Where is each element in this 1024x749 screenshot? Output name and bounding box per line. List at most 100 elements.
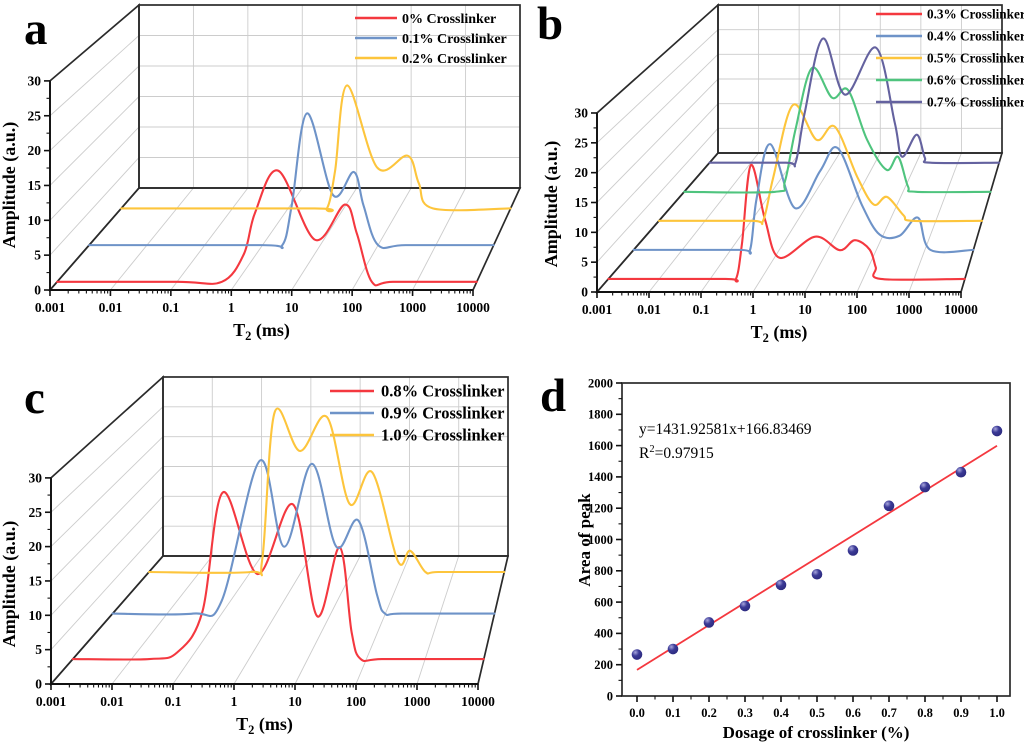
x-tick-label: 0.001 bbox=[582, 302, 613, 317]
series-curve-0-1-crosslinker bbox=[88, 112, 495, 250]
plot-frame bbox=[621, 382, 1011, 697]
x-tick-label: 0.01 bbox=[99, 300, 123, 315]
x-tick-label: 0.8 bbox=[917, 706, 933, 720]
legend-item-label: 0.4% Crosslinker bbox=[927, 28, 1024, 43]
y-tick-label: 0 bbox=[607, 689, 613, 703]
series-curve-0-crosslinker bbox=[56, 169, 478, 287]
floor bbox=[51, 556, 508, 684]
y-tick-label: 15 bbox=[28, 178, 42, 193]
panel-b-label: b bbox=[537, 0, 564, 50]
panel-a-plot: 0.001 0.01 0.1 1 10 100 1000 10000 0 5 10 15 20 25 30 T… bbox=[0, 3, 522, 343]
panel-c-label: c bbox=[24, 372, 45, 424]
legend-item-label: 0.2% Crosslinker bbox=[402, 52, 507, 67]
x-tick-label: 100 bbox=[847, 302, 868, 317]
y-tick-label: 5 bbox=[35, 642, 42, 657]
x-tick-label: 0.0 bbox=[629, 706, 645, 720]
panel-d-plot: 0 200 400 600 800 1000 1200 1400 1600 1800 2000 0.0… bbox=[575, 376, 1011, 742]
series-curve-0-7-crosslinker bbox=[708, 37, 1001, 168]
x-tick-label: 0.01 bbox=[637, 302, 661, 317]
x-tick-label: 0.2 bbox=[701, 706, 717, 720]
series-curve-1-0-crosslinker bbox=[147, 407, 506, 577]
series-curve-0-9-crosslinker bbox=[111, 459, 496, 618]
y-tick-label: 800 bbox=[594, 564, 613, 578]
x-axis-title: Dosage of crosslinker (%) bbox=[723, 723, 910, 742]
x-tick-label: 0.5 bbox=[809, 706, 825, 720]
legend-item-label: 0.5% Crosslinker bbox=[927, 50, 1024, 65]
y-tick-label: 1800 bbox=[588, 408, 613, 422]
data-point bbox=[631, 649, 643, 660]
y-tick-label: 600 bbox=[594, 595, 613, 609]
y-tick-label: 0 bbox=[34, 283, 41, 298]
y-axis-title: Amplitude (a.u.) bbox=[0, 122, 20, 249]
x-tick-label: 1000 bbox=[404, 694, 431, 709]
y-tick-label: 200 bbox=[594, 658, 613, 672]
y-axis-title: Amplitude (a.u.) bbox=[0, 521, 20, 648]
panel-b-plot: 0.001 0.01 0.1 1 10 100 1000 10000 0 5 10 15 20 25 30 T… bbox=[541, 3, 1024, 345]
x-tick-label: 100 bbox=[342, 300, 363, 315]
legend-item-label: 0.1% Crosslinker bbox=[402, 32, 507, 47]
x-tick-label: 10 bbox=[285, 300, 299, 315]
data-point bbox=[739, 600, 751, 612]
x-tick-label: 0.1 bbox=[665, 706, 681, 720]
x-tick-label: 10 bbox=[288, 694, 302, 709]
x-tick-label: 1.0 bbox=[989, 706, 1005, 720]
legend-item-label: 0.8% Crosslinker bbox=[381, 382, 504, 401]
x-tick-label: 0.3 bbox=[737, 706, 753, 720]
x-tick-label: 100 bbox=[346, 694, 367, 709]
fit-line bbox=[636, 445, 998, 671]
panel-c-plot: 0.001 0.01 0.1 1 10 100 1000 10000 0 5 10 15 20 25 30 T… bbox=[0, 375, 510, 737]
left-wall bbox=[50, 5, 139, 290]
x-tick-label: 10000 bbox=[461, 694, 495, 709]
y-tick-label: 5 bbox=[34, 248, 41, 263]
y-tick-label: 400 bbox=[594, 627, 613, 641]
data-point bbox=[919, 481, 931, 493]
x-axis-title: T2 (ms) bbox=[236, 714, 293, 737]
y-tick-label: 1200 bbox=[588, 502, 613, 516]
data-point bbox=[703, 617, 715, 628]
series-curve-0-5-crosslinker bbox=[657, 103, 984, 226]
data-point bbox=[991, 425, 1003, 437]
series-curve-0-2-crosslinker bbox=[120, 84, 512, 213]
panel-a-label: a bbox=[24, 3, 48, 55]
left-wall bbox=[597, 5, 718, 292]
x-tick-label: 10000 bbox=[944, 302, 978, 317]
y-axis-title: Amplitude (a.u.) bbox=[541, 141, 562, 268]
y-tick-label: 25 bbox=[28, 108, 42, 123]
x-tick-label: 0.01 bbox=[100, 694, 124, 709]
x-tick-label: 0.7 bbox=[881, 706, 897, 720]
y-tick-label: 10 bbox=[28, 213, 42, 228]
y-tick-label: 1400 bbox=[588, 470, 613, 484]
y-tick-label: 20 bbox=[28, 143, 42, 158]
y-tick-label: 25 bbox=[575, 135, 589, 150]
series-curve-0-6-crosslinker bbox=[683, 66, 992, 194]
y-tick-label: 0 bbox=[35, 677, 42, 692]
x-axis-title: T2 (ms) bbox=[233, 320, 290, 343]
y-tick-label: 30 bbox=[28, 73, 42, 88]
legend-item-label: 0.9% Crosslinker bbox=[381, 404, 504, 423]
panel-d-label: d bbox=[540, 370, 567, 422]
y-tick-label: 15 bbox=[575, 195, 589, 210]
x-tick-label: 1000 bbox=[399, 300, 426, 315]
x-tick-label: 1000 bbox=[896, 302, 923, 317]
legend-item-label: 1.0% Crosslinker bbox=[381, 426, 504, 445]
y-axis-title: Area of peak bbox=[575, 493, 594, 587]
y-tick-label: 10 bbox=[29, 608, 43, 623]
data-point bbox=[847, 545, 859, 556]
x-tick-label: 0.001 bbox=[36, 694, 67, 709]
fit-equation: y=1431.92581x+166.83469 bbox=[639, 421, 812, 438]
y-tick-label: 30 bbox=[575, 105, 589, 120]
x-tick-label: 1 bbox=[228, 300, 235, 315]
y-tick-label: 1000 bbox=[588, 533, 613, 547]
x-tick-label: 1 bbox=[231, 694, 238, 709]
x-tick-label: 0.9 bbox=[953, 706, 969, 720]
y-tick-label: 2000 bbox=[588, 376, 613, 390]
data-point bbox=[955, 466, 967, 478]
y-tick-label: 5 bbox=[581, 255, 588, 270]
x-tick-label: 0.6 bbox=[845, 706, 861, 720]
x-tick-label: 0.4 bbox=[773, 706, 789, 720]
y-tick-label: 1600 bbox=[588, 439, 613, 453]
y-tick-label: 20 bbox=[29, 539, 43, 554]
series-curve-0-8-crosslinker bbox=[71, 491, 485, 663]
x-axis-title: T2 (ms) bbox=[751, 322, 808, 345]
y-tick-label: 25 bbox=[29, 505, 43, 520]
